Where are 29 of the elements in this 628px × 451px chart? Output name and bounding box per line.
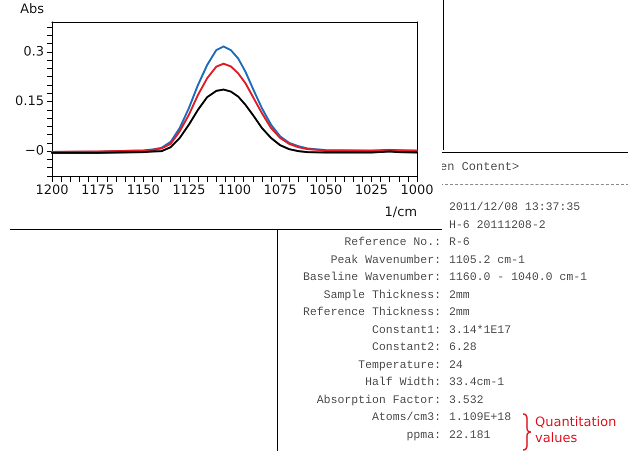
x-tick-label: 1200 xyxy=(35,183,69,198)
y-tick-label: 0.15 xyxy=(15,94,44,109)
text: Constant2: 6.28 xyxy=(370,340,477,356)
text: Peak Wavenumber: 1105.2 cm-1 xyxy=(330,252,525,268)
text: Quantitation values xyxy=(535,415,618,447)
x-tick-label: 1075 xyxy=(264,183,297,198)
text: Constant1: 3.14*1E17 xyxy=(370,322,512,338)
text: Sample Thickness: 2mm xyxy=(322,288,470,304)
text: Reference Thickness: 2mm xyxy=(302,305,470,321)
text: Temperature: 24 xyxy=(357,358,463,374)
text: ppma: 22.181 xyxy=(405,428,490,444)
x-tick-label: 1175 xyxy=(81,183,114,198)
x-tick-label: 1150 xyxy=(126,183,160,198)
x-tick-label: 1025 xyxy=(354,183,388,198)
text: Atoms/cm3: 1.109E+18 xyxy=(370,410,512,426)
text: Absorption Factor: 3.532 xyxy=(316,392,484,408)
text: H-6 20111208-2 xyxy=(449,218,546,234)
y-tick-label: 0.3 xyxy=(23,44,44,60)
x-tick-label: 1100 xyxy=(218,183,252,198)
x-tick-label: 1050 xyxy=(309,183,342,198)
text: Reference No.: R-6 xyxy=(343,235,470,251)
x-tick-label: 1125 xyxy=(172,183,206,198)
x-axis-title: 1/cm xyxy=(384,205,418,220)
x-tick-label: 1000 xyxy=(400,183,434,198)
text: 2011/12/08 13:37:35 xyxy=(449,200,580,216)
text: Baseline Wavenumber: 1160.0 - 1040.0 cm-1 xyxy=(302,270,588,286)
y-axis-title: Abs xyxy=(20,2,44,17)
text: Half Width: 33.4cm-1 xyxy=(364,375,504,391)
y-tick-label: −0 xyxy=(24,144,44,159)
